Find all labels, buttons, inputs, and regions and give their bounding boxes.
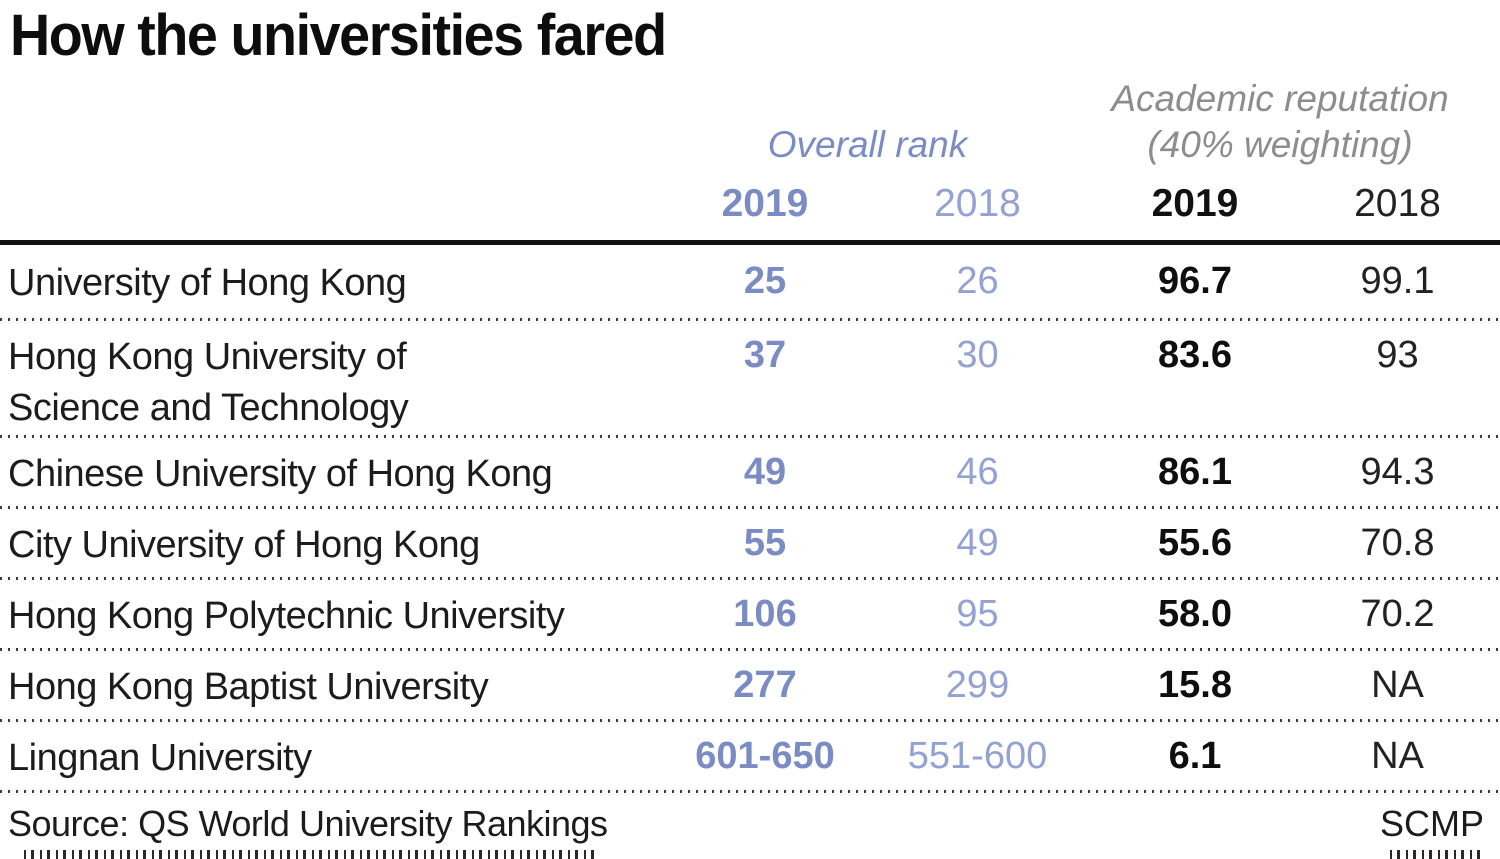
reputation-2019-cell: 83.6 <box>1158 334 1232 376</box>
table-body: University of Hong Kong 25 26 96.7 99.1 … <box>0 247 1500 793</box>
overall-rank-2018-cell: 551-600 <box>907 735 1048 777</box>
reputation-2019-cell: 96.7 <box>1158 260 1232 302</box>
table-row: University of Hong Kong 25 26 96.7 99.1 <box>0 247 1500 321</box>
university-name: Chinese University of Hong Kong <box>8 453 553 495</box>
university-name: Hong Kong Polytechnic University <box>8 595 565 637</box>
source-text: Source: QS World University Rankings <box>8 803 608 844</box>
reputation-2018-cell: 93 <box>1376 334 1419 376</box>
year-header-rank-2019: 2019 <box>721 182 809 225</box>
overall-rank-2018-cell: 46 <box>956 451 999 493</box>
reputation-2018-cell: 70.2 <box>1360 593 1435 635</box>
table-row: City University of Hong Kong 55 49 55.6 … <box>0 509 1500 580</box>
table-row: Chinese University of Hong Kong 49 46 86… <box>0 438 1500 509</box>
year-header-row: 2019 2018 2019 2018 <box>0 182 1500 226</box>
overall-rank-2019-cell: 277 <box>733 664 797 706</box>
university-name: City University of Hong Kong <box>8 524 480 566</box>
table-row: Hong Kong Polytechnic University 106 95 … <box>0 580 1500 651</box>
university-name: Hong Kong Baptist University <box>8 666 489 708</box>
page-title: How the universities fared <box>10 3 667 68</box>
overall-rank-2019-cell: 25 <box>743 260 787 302</box>
credit-text: SCMP <box>1379 803 1484 844</box>
reputation-2019-cell: 55.6 <box>1158 522 1232 564</box>
group-header-academic-reputation-line2: (40% weighting) <box>1147 124 1413 165</box>
overall-rank-2018-cell: 299 <box>945 664 1010 706</box>
overall-rank-2018-cell: 30 <box>956 334 999 376</box>
university-name: University of Hong Kong <box>8 262 407 304</box>
group-header-academic-reputation-line1: Academic reputation <box>1111 78 1449 119</box>
reputation-2018-cell: 70.8 <box>1360 522 1435 564</box>
reputation-2019-cell: 58.0 <box>1158 593 1232 635</box>
reputation-2018-cell: 94.3 <box>1360 451 1435 493</box>
footer: Source: QS World University Rankings SCM… <box>8 803 1484 845</box>
reputation-2019-cell: 6.1 <box>1168 735 1222 777</box>
year-header-reputation-2018: 2018 <box>1354 182 1441 225</box>
reputation-2018-cell: NA <box>1371 664 1424 706</box>
group-header-overall-rank: Overall rank <box>767 124 968 165</box>
table-row: Hong Kong University of Science and Tech… <box>0 321 1500 438</box>
year-header-reputation-2019: 2019 <box>1151 182 1239 225</box>
overall-rank-2019-cell: 106 <box>733 593 797 635</box>
year-header-rank-2018: 2018 <box>934 182 1021 225</box>
header-rule <box>0 240 1500 245</box>
university-name: Lingnan University <box>8 737 312 779</box>
reputation-2018-cell: NA <box>1371 735 1424 777</box>
overall-rank-2018-cell: 95 <box>956 593 999 635</box>
university-name: Hong Kong University of Science and Tech… <box>8 336 409 429</box>
overall-rank-2019-cell: 55 <box>743 522 787 564</box>
reputation-2019-cell: 15.8 <box>1158 664 1232 706</box>
table-row: Lingnan University 601-650 551-600 6.1 N… <box>0 722 1500 793</box>
cropped-caption-line-right <box>1390 850 1482 859</box>
reputation-2019-cell: 86.1 <box>1158 451 1232 493</box>
cropped-caption-line-left <box>24 850 596 859</box>
overall-rank-2019-cell: 49 <box>743 451 787 493</box>
overall-rank-2019-cell: 37 <box>743 334 787 376</box>
overall-rank-2018-cell: 26 <box>956 260 999 302</box>
reputation-2018-cell: 99.1 <box>1360 260 1435 302</box>
overall-rank-2019-cell: 601-650 <box>695 735 835 777</box>
year-header-spacer <box>0 182 655 226</box>
overall-rank-2018-cell: 49 <box>956 522 999 564</box>
table-row: Hong Kong Baptist University 277 299 15.… <box>0 651 1500 722</box>
